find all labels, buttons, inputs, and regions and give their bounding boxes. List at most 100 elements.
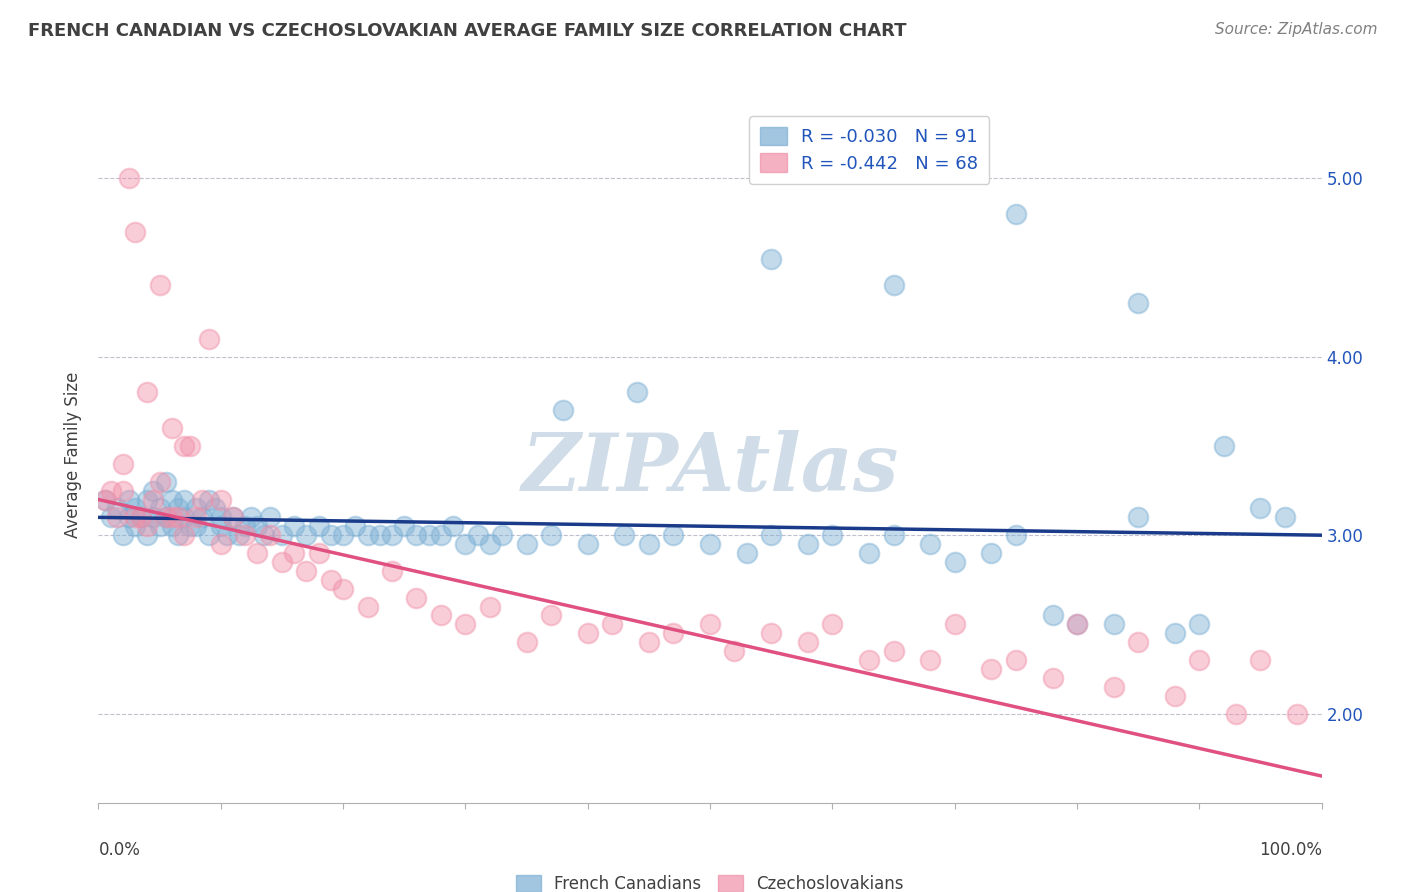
Point xyxy=(418,528,440,542)
Point xyxy=(1249,501,1271,516)
Point xyxy=(699,537,721,551)
Point xyxy=(1004,207,1026,221)
Point xyxy=(186,519,208,533)
Point xyxy=(576,626,599,640)
Point xyxy=(155,510,177,524)
Point xyxy=(197,528,219,542)
Point xyxy=(1164,626,1187,640)
Point xyxy=(149,278,172,293)
Point xyxy=(149,475,172,489)
Point xyxy=(215,528,238,542)
Point xyxy=(576,537,599,551)
Text: 100.0%: 100.0% xyxy=(1258,841,1322,859)
Point xyxy=(160,492,183,507)
Point xyxy=(93,492,115,507)
Point xyxy=(626,385,648,400)
Point xyxy=(1004,528,1026,542)
Point xyxy=(111,457,134,471)
Point xyxy=(356,528,378,542)
Point xyxy=(204,501,226,516)
Point xyxy=(179,439,201,453)
Point xyxy=(160,421,183,435)
Point xyxy=(233,519,256,533)
Point xyxy=(259,528,281,542)
Point xyxy=(129,510,152,524)
Point xyxy=(191,510,214,524)
Point xyxy=(308,546,330,560)
Point xyxy=(111,483,134,498)
Point xyxy=(1066,617,1088,632)
Point xyxy=(405,528,427,542)
Point xyxy=(179,519,201,533)
Point xyxy=(197,492,219,507)
Point xyxy=(319,528,342,542)
Point xyxy=(491,528,513,542)
Point xyxy=(246,546,269,560)
Point xyxy=(1128,296,1150,310)
Point xyxy=(197,332,219,346)
Point xyxy=(920,537,942,551)
Point xyxy=(124,519,146,533)
Point xyxy=(93,492,115,507)
Point xyxy=(613,528,636,542)
Point xyxy=(761,528,783,542)
Point xyxy=(136,528,159,542)
Point xyxy=(209,492,232,507)
Point xyxy=(943,555,966,569)
Text: 0.0%: 0.0% xyxy=(98,841,141,859)
Point xyxy=(222,510,245,524)
Point xyxy=(1066,617,1088,632)
Point xyxy=(430,608,453,623)
Point xyxy=(308,519,330,533)
Point xyxy=(1274,510,1296,524)
Point xyxy=(191,492,214,507)
Point xyxy=(167,528,190,542)
Text: FRENCH CANADIAN VS CZECHOSLOVAKIAN AVERAGE FAMILY SIZE CORRELATION CHART: FRENCH CANADIAN VS CZECHOSLOVAKIAN AVERA… xyxy=(28,22,907,40)
Text: Source: ZipAtlas.com: Source: ZipAtlas.com xyxy=(1215,22,1378,37)
Point xyxy=(160,510,183,524)
Text: ZIPAtlas: ZIPAtlas xyxy=(522,430,898,508)
Point xyxy=(1212,439,1234,453)
Point xyxy=(1102,680,1125,694)
Point xyxy=(186,510,208,524)
Point xyxy=(129,510,152,524)
Point xyxy=(638,635,661,649)
Point xyxy=(259,510,281,524)
Point xyxy=(228,528,250,542)
Point xyxy=(295,564,318,578)
Point xyxy=(943,617,966,632)
Point xyxy=(167,510,190,524)
Point xyxy=(454,617,477,632)
Y-axis label: Average Family Size: Average Family Size xyxy=(65,372,83,538)
Point xyxy=(173,510,195,524)
Point xyxy=(1128,635,1150,649)
Point xyxy=(118,510,141,524)
Point xyxy=(540,608,562,623)
Point xyxy=(240,510,263,524)
Point xyxy=(381,528,404,542)
Point xyxy=(136,492,159,507)
Point xyxy=(124,501,146,516)
Point xyxy=(662,528,685,542)
Point xyxy=(405,591,427,605)
Point xyxy=(1128,510,1150,524)
Point xyxy=(1004,653,1026,667)
Point xyxy=(761,626,783,640)
Point xyxy=(160,519,183,533)
Point xyxy=(454,537,477,551)
Point xyxy=(920,653,942,667)
Point xyxy=(723,644,745,658)
Point xyxy=(797,537,820,551)
Point xyxy=(295,528,318,542)
Point xyxy=(553,403,575,417)
Point xyxy=(209,519,232,533)
Point xyxy=(883,278,905,293)
Point xyxy=(252,528,274,542)
Point xyxy=(821,617,844,632)
Point xyxy=(100,510,122,524)
Point xyxy=(167,501,190,516)
Point xyxy=(283,519,305,533)
Point xyxy=(515,537,537,551)
Point xyxy=(1188,617,1211,632)
Point xyxy=(136,385,159,400)
